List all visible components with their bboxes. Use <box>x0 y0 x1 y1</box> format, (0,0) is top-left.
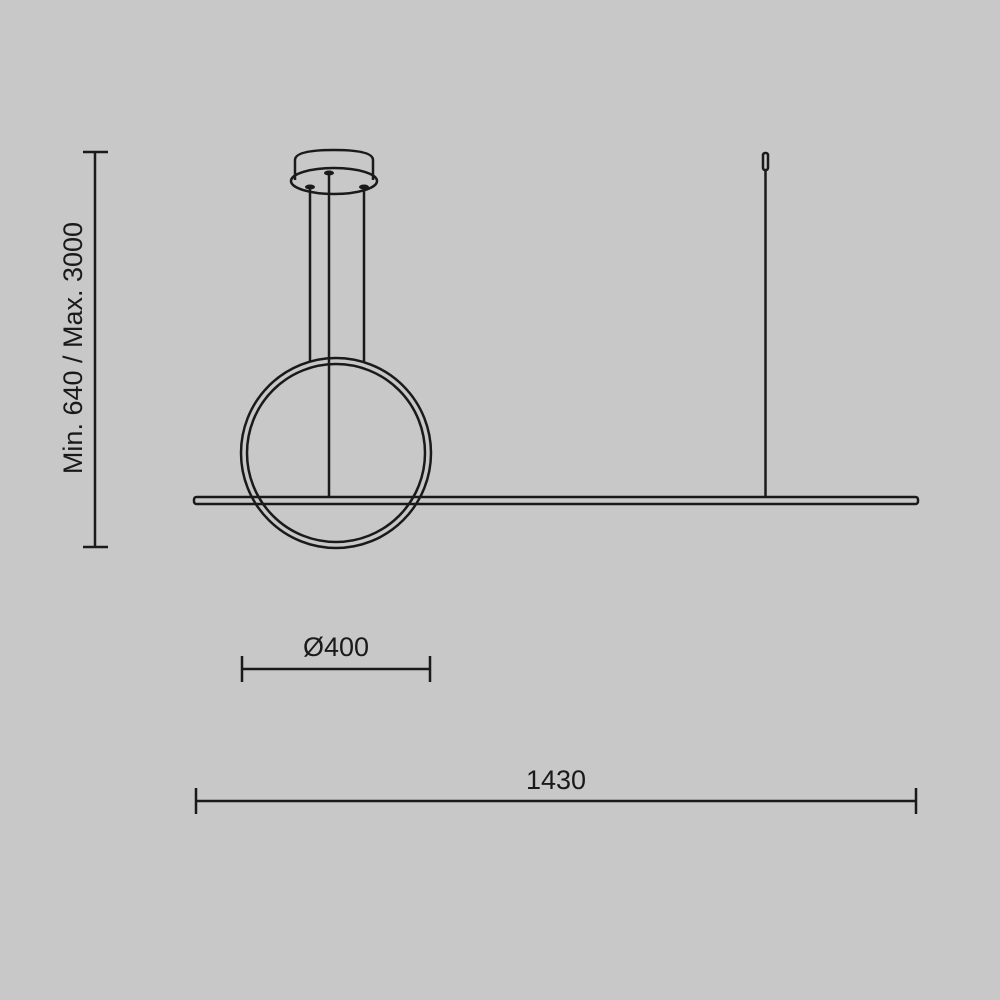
suspension-cables <box>308 151 770 498</box>
diameter-label: Ø400 <box>303 632 369 662</box>
diameter-dimension: Ø400 <box>240 632 432 682</box>
height-dimension: Min. 640 / Max. 3000 <box>58 150 108 549</box>
ceiling-canopy <box>289 148 379 196</box>
height-label: Min. 640 / Max. 3000 <box>58 222 88 474</box>
width-dimension: 1430 <box>194 765 918 814</box>
width-label: 1430 <box>526 765 586 795</box>
ring-light <box>239 356 433 550</box>
horizontal-bar <box>192 495 920 506</box>
